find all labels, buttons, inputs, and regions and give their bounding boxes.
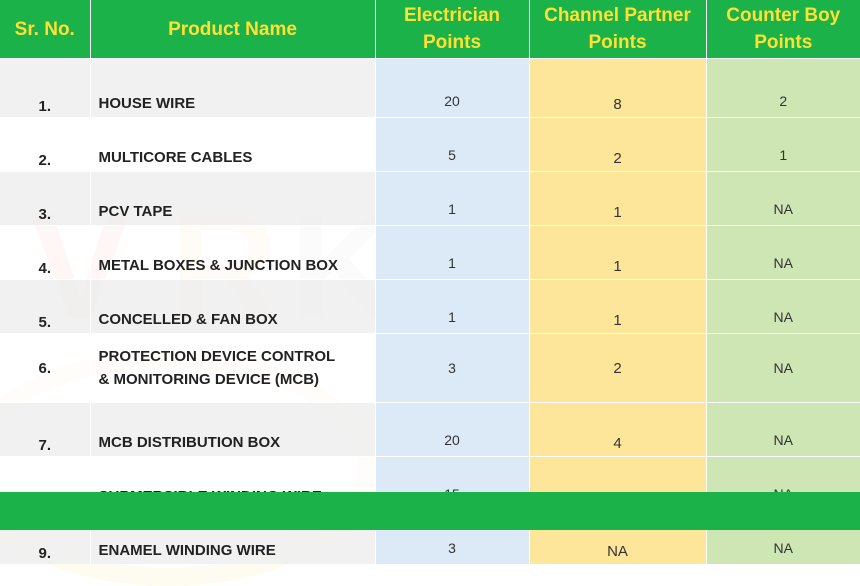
row-electrician-points: 3 — [375, 333, 530, 403]
table-row: 2. MULTICORE CABLES 5 2 1 — [0, 117, 860, 172]
header-channel-partner-points: Channel Partner Points — [529, 0, 707, 59]
row-product-name: PROTECTION DEVICE CONTROL & MONITORING D… — [90, 333, 376, 403]
row-counter-boy-points: 2 — [706, 58, 860, 118]
row-channel-partner-points: 8 — [529, 58, 707, 118]
row-channel-partner-points: 1 — [529, 171, 707, 226]
row-sr-no: 2. — [0, 117, 91, 172]
row-sr-no: 7. — [0, 402, 91, 457]
row-product-name-line1: PROTECTION DEVICE CONTROL — [98, 348, 336, 365]
row-counter-boy-points: NA — [706, 333, 860, 403]
row-sr-no: 1. — [0, 58, 91, 118]
table-body: 1. HOUSE WIRE 20 8 2 2. MULTICORE CABLES… — [0, 58, 860, 564]
row-channel-partner-points: 2 — [529, 333, 707, 403]
table-row: 3. PCV TAPE 1 1 NA — [0, 171, 860, 226]
table-row: 1. HOUSE WIRE 20 8 2 — [0, 58, 860, 118]
header-sr-no: Sr. No. — [0, 0, 91, 59]
row-electrician-points: 20 — [375, 58, 530, 118]
header-counter-boy-points: Counter Boy Points — [706, 0, 860, 59]
row-product-name-line2: & MONITORING DEVICE (MCB) — [98, 371, 320, 388]
row-product-name: METAL BOXES & JUNCTION BOX — [90, 225, 376, 280]
row-counter-boy-points: NA — [706, 279, 860, 334]
row-electrician-points: 1 — [375, 279, 530, 334]
row-electrician-points: 1 — [375, 171, 530, 226]
table-header: Sr. No. Product Name Electrician Points C… — [0, 0, 860, 59]
row-sr-no: 3. — [0, 171, 91, 226]
table-row: 6. PROTECTION DEVICE CONTROL & MONITORIN… — [0, 333, 860, 403]
row-sr-no: 6. — [0, 333, 91, 403]
table-row: 5. CONCELLED & FAN BOX 1 1 NA — [0, 279, 860, 334]
row-channel-partner-points: 4 — [529, 402, 707, 457]
row-counter-boy-points: NA — [706, 402, 860, 457]
row-counter-boy-points: NA — [706, 171, 860, 226]
header-product-name: Product Name — [90, 0, 376, 59]
header-electrician-points: Electrician Points — [375, 0, 530, 59]
row-electrician-points: 1 — [375, 225, 530, 280]
row-electrician-points: 20 — [375, 402, 530, 457]
footer-bar — [0, 492, 860, 530]
row-product-name: HOUSE WIRE — [90, 58, 376, 118]
row-product-name: PCV TAPE — [90, 171, 376, 226]
points-table: Sr. No. Product Name Electrician Points C… — [0, 0, 860, 564]
row-channel-partner-points: 2 — [529, 117, 707, 172]
row-sr-no: 4. — [0, 225, 91, 280]
row-counter-boy-points: NA — [706, 225, 860, 280]
row-electrician-points: 5 — [375, 117, 530, 172]
row-product-name: CONCELLED & FAN BOX — [90, 279, 376, 334]
row-counter-boy-points: 1 — [706, 117, 860, 172]
header-row: Sr. No. Product Name Electrician Points C… — [0, 0, 860, 59]
row-sr-no: 5. — [0, 279, 91, 334]
row-product-name: MULTICORE CABLES — [90, 117, 376, 172]
row-channel-partner-points: 1 — [529, 279, 707, 334]
row-channel-partner-points: 1 — [529, 225, 707, 280]
table-row: 7. MCB DISTRIBUTION BOX 20 4 NA — [0, 402, 860, 457]
row-product-name: MCB DISTRIBUTION BOX — [90, 402, 376, 457]
table-row: 4. METAL BOXES & JUNCTION BOX 1 1 NA — [0, 225, 860, 280]
